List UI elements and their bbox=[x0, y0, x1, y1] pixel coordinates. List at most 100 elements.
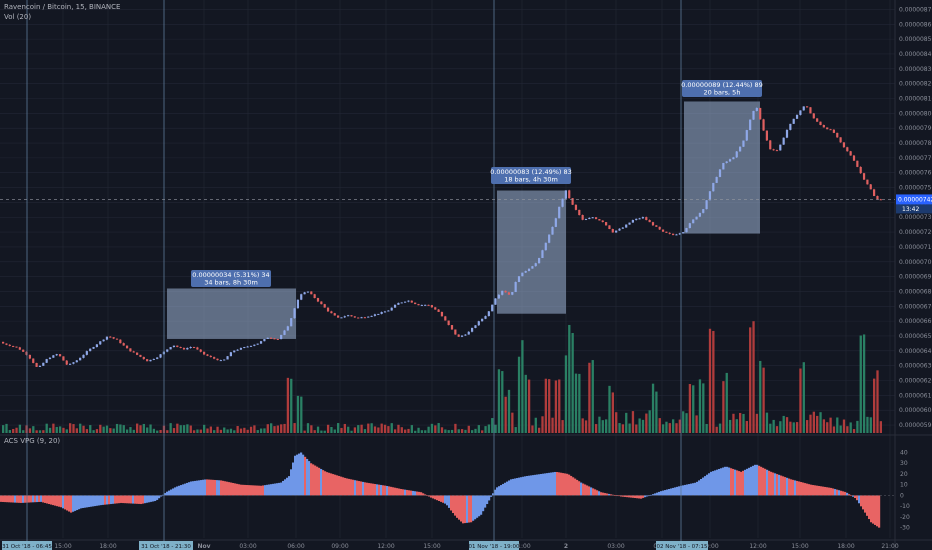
volume-bar bbox=[534, 417, 537, 433]
candle-body bbox=[785, 129, 789, 138]
candle-body bbox=[15, 346, 18, 348]
price-tick-label: 0.00000710 bbox=[899, 244, 932, 251]
volume-bar bbox=[179, 425, 182, 433]
volume-bar bbox=[675, 423, 678, 433]
oscillator-bar bbox=[218, 480, 221, 496]
candle-body bbox=[708, 191, 712, 201]
candle-body bbox=[360, 317, 363, 319]
candle-body bbox=[48, 357, 52, 360]
oscillator-bar bbox=[46, 495, 49, 504]
measure-label-line1: 0.00000089 (12.44%) 89 bbox=[681, 81, 763, 89]
oscillator-bar bbox=[732, 468, 735, 496]
oscillator-bar bbox=[494, 489, 497, 496]
volume-bar bbox=[568, 324, 571, 433]
time-axis[interactable]: 15:00 18:00 Nov 03:00 06:00 09:00 12:00 15:00 21… bbox=[2, 541, 899, 550]
oscillator-bar bbox=[392, 487, 395, 496]
oscillator-bar bbox=[612, 494, 615, 496]
oscillator-bar bbox=[120, 495, 123, 503]
candle-body bbox=[367, 316, 370, 318]
candle-body bbox=[822, 124, 825, 128]
indicator-tick-label: -20 bbox=[900, 514, 910, 521]
candle-body bbox=[806, 106, 809, 108]
oscillator-bar bbox=[588, 486, 591, 496]
candle-body bbox=[561, 198, 564, 207]
oscillator-bar bbox=[830, 487, 833, 496]
price-axis[interactable]: 0.00000870 0.00000860 0.00000850 0.00000840… bbox=[896, 0, 932, 434]
candle-body bbox=[625, 224, 628, 228]
candle-body bbox=[316, 298, 320, 302]
oscillator-bar bbox=[230, 482, 233, 496]
oscillator-bar bbox=[236, 483, 239, 496]
oscillator-bar bbox=[678, 486, 681, 496]
oscillator-bar bbox=[126, 495, 129, 504]
volume-bar bbox=[203, 424, 206, 433]
current-price-label: 0.00000742 bbox=[898, 197, 932, 204]
oscillator-bar bbox=[742, 470, 745, 496]
oscillator-bar bbox=[306, 458, 309, 496]
oscillator-bar bbox=[278, 482, 281, 496]
price-tick-label: 0.00000600 bbox=[899, 407, 932, 414]
oscillator-bar bbox=[798, 481, 801, 496]
volume-bar bbox=[12, 428, 15, 433]
oscillator-bar bbox=[178, 485, 181, 496]
volume-bar bbox=[273, 426, 276, 433]
candle-body bbox=[363, 317, 366, 319]
oscillator-bar bbox=[58, 495, 61, 507]
oscillator-bar bbox=[548, 472, 551, 496]
candle-body bbox=[38, 365, 42, 367]
volume-bar bbox=[397, 424, 400, 433]
volume-bar bbox=[775, 426, 779, 433]
indicator-axis[interactable]: 40 30 20 10 0 -10 -20 -30 bbox=[900, 450, 910, 532]
volume-bar bbox=[139, 425, 142, 433]
candle-body bbox=[320, 301, 323, 305]
oscillator-bar bbox=[154, 495, 157, 502]
oscillator-bar bbox=[94, 495, 97, 507]
oscillator-bar bbox=[368, 483, 371, 496]
time-tick-label: 21:00 bbox=[881, 543, 898, 550]
volume-bar bbox=[772, 419, 775, 433]
volume-bar bbox=[544, 378, 547, 433]
oscillator-bar bbox=[410, 490, 413, 496]
candle-body bbox=[749, 119, 752, 131]
oscillator-bar bbox=[816, 485, 819, 496]
oscillator-bar bbox=[10, 495, 13, 503]
oscillator-bar bbox=[538, 474, 541, 496]
oscillator-bar bbox=[542, 473, 545, 496]
oscillator-bar bbox=[404, 489, 407, 496]
candle-body bbox=[99, 341, 102, 345]
candle-body bbox=[119, 339, 122, 344]
candle-body bbox=[849, 151, 852, 156]
time-tick-label: 03:00 bbox=[607, 543, 624, 550]
oscillator-bar bbox=[44, 495, 47, 503]
candle-body bbox=[759, 107, 762, 120]
oscillator-bar bbox=[730, 468, 733, 496]
oscillator-bar bbox=[564, 473, 567, 496]
candle-body bbox=[873, 189, 876, 197]
candle-body bbox=[129, 348, 132, 352]
volume-bar bbox=[256, 430, 259, 433]
oscillator-bar bbox=[364, 482, 367, 496]
oscillator-bar bbox=[358, 481, 361, 496]
oscillator-bar bbox=[770, 471, 773, 496]
oscillator-bar bbox=[220, 480, 223, 496]
volume-bar bbox=[481, 430, 484, 433]
volume-bar bbox=[42, 430, 45, 433]
candle-body bbox=[370, 315, 373, 317]
volume-bar bbox=[270, 423, 273, 433]
oscillator-bar bbox=[518, 477, 521, 496]
oscillator-bar bbox=[188, 482, 191, 496]
measure-label-line1: 0.00000034 (5.31%) 34 bbox=[192, 271, 269, 279]
volume-bar bbox=[759, 360, 762, 433]
volume-bar bbox=[132, 429, 135, 433]
candle-body bbox=[35, 362, 38, 367]
oscillator-bar bbox=[430, 495, 433, 498]
price-tick-label: 0.00000720 bbox=[899, 229, 932, 236]
candle-body bbox=[712, 182, 715, 192]
candle-body bbox=[608, 225, 611, 230]
candle-body bbox=[601, 220, 604, 223]
candle-body bbox=[340, 317, 343, 319]
oscillator-bar bbox=[370, 483, 373, 496]
oscillator-bar bbox=[342, 477, 345, 496]
oscillator-bar bbox=[72, 495, 75, 512]
